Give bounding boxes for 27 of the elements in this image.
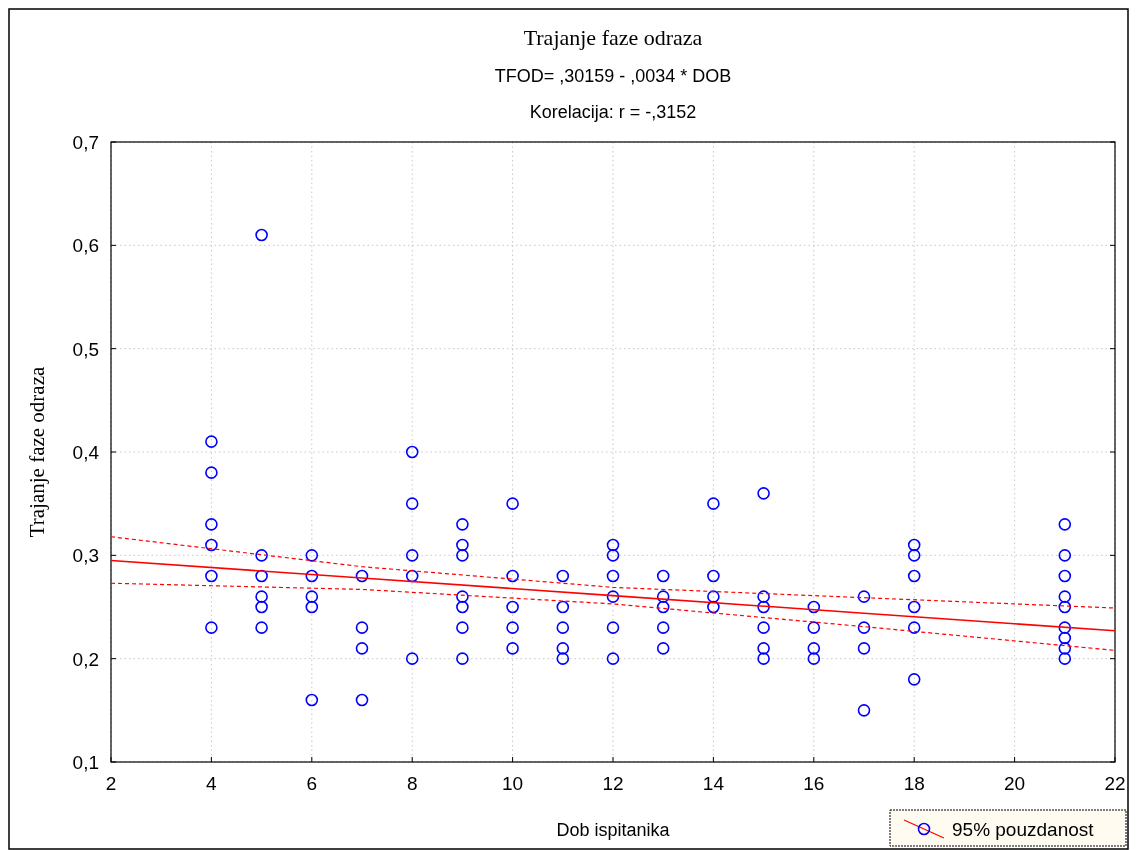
line-series [110, 582, 1116, 651]
x-tick-label: 16 [803, 773, 825, 794]
y-tick-label: 0,6 [72, 235, 99, 257]
x-tick-label: 6 [306, 773, 318, 794]
x-tick-label: 4 [206, 773, 218, 794]
chart-title: Trajanje faze odraza [523, 25, 703, 50]
y-tick-label: 0,1 [72, 752, 99, 773]
chart-subtitle: TFOD= ,30159 - ,0034 * DOB [494, 66, 732, 86]
x-tick-label: 22 [1104, 773, 1126, 794]
y-tick-label: 0,5 [72, 338, 99, 360]
x-tick-label: 20 [1004, 773, 1026, 794]
x-tick-label: 8 [406, 773, 418, 794]
x-tick-label: 18 [903, 773, 925, 794]
x-tick-label: 12 [602, 773, 624, 794]
y-tick-label: 0,2 [72, 648, 99, 670]
y-tick-label: 0,3 [72, 545, 99, 567]
y-axis-title: Trajanje faze odraza [25, 366, 49, 538]
text: Korelacija: r = -,3152 [529, 102, 697, 122]
y-tick-label: 0,4 [72, 442, 100, 463]
line-series [110, 559, 1116, 632]
y-tick-label: 0,7 [72, 132, 99, 153]
legend-label: 95% pouzdanost [952, 819, 1095, 840]
x-tick-label: 2 [105, 773, 117, 794]
x-axis-title: Dob ispitanika [556, 820, 671, 840]
x-tick-label: 10 [502, 773, 524, 794]
x-tick-label: 14 [702, 773, 725, 794]
line-series [110, 536, 1116, 609]
